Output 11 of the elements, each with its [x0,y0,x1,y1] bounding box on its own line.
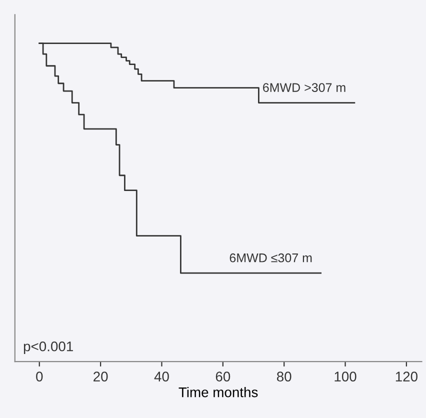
x-tick-label: 20 [94,372,108,382]
x-axis-title: Time months [178,387,258,398]
x-tick-label: 0 [36,372,43,382]
series-label: 6MWD >307 m [263,83,346,92]
annotation: p<0.001 [24,341,73,354]
series-label: 6MWD ≤307 m [230,253,312,262]
x-tick-label: 120 [396,372,418,382]
x-tick-label: 80 [276,372,292,382]
x-tick-label: 100 [334,372,356,382]
x-tick-label: 40 [154,372,169,382]
x-tick-label: 60 [216,372,230,382]
